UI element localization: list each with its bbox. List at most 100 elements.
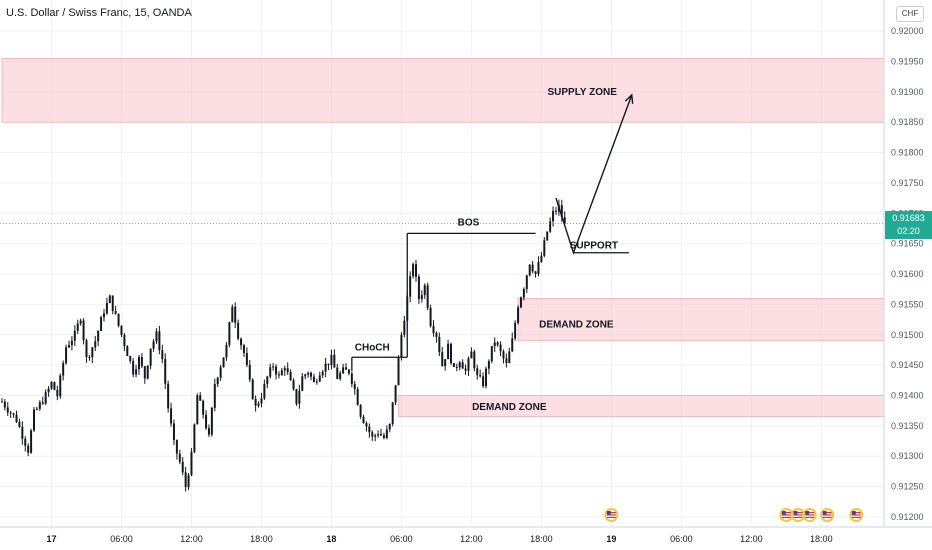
candle-body bbox=[41, 402, 44, 404]
candle-body bbox=[155, 331, 158, 342]
y-tick-label: 0.91250 bbox=[891, 482, 924, 492]
candle-body bbox=[164, 359, 167, 384]
us-flag-event-icon[interactable] bbox=[849, 508, 864, 522]
x-tick-label: 18 bbox=[326, 534, 336, 544]
candle-body bbox=[505, 358, 508, 364]
candle-body bbox=[455, 366, 458, 368]
y-tick-label: 0.91800 bbox=[891, 148, 924, 158]
candle-body bbox=[108, 295, 111, 304]
candle-body bbox=[234, 306, 237, 323]
y-tick-label: 0.91600 bbox=[891, 269, 924, 279]
candle-body bbox=[382, 435, 385, 439]
candle-body bbox=[70, 340, 73, 346]
candle-body bbox=[24, 438, 27, 446]
candle-body bbox=[6, 407, 9, 413]
candle-body bbox=[79, 320, 82, 324]
candle-body bbox=[514, 322, 517, 339]
candle-body bbox=[412, 264, 415, 277]
chart-title: U.S. Dollar / Swiss Franc, 15, OANDA bbox=[6, 7, 192, 19]
candle-body bbox=[3, 401, 6, 408]
candle-body bbox=[94, 341, 97, 348]
candle-body bbox=[196, 395, 199, 425]
last-price-badge: 0.91683 02:20 bbox=[885, 211, 932, 239]
candle-body bbox=[111, 295, 114, 311]
candle-body bbox=[35, 408, 38, 410]
candle-body bbox=[435, 332, 438, 337]
candle-body bbox=[21, 426, 24, 439]
currency-unit-button[interactable]: CHF bbox=[896, 6, 924, 22]
candle-body bbox=[324, 363, 327, 372]
candle-body bbox=[487, 361, 490, 369]
candle-body bbox=[275, 366, 278, 375]
candle-body bbox=[552, 210, 555, 222]
candle-body bbox=[292, 380, 295, 390]
candle-body bbox=[53, 382, 56, 390]
candle-body bbox=[15, 414, 18, 423]
zone-rect bbox=[517, 298, 885, 342]
candle-body bbox=[371, 432, 374, 437]
candle-body bbox=[295, 389, 298, 404]
x-tick-label: 17 bbox=[46, 534, 56, 544]
zone-label: SUPPLY ZONE bbox=[547, 87, 617, 98]
candle-body bbox=[417, 276, 420, 300]
annotation-label: CHoCH bbox=[355, 343, 390, 354]
candle-body bbox=[85, 340, 88, 358]
candle-body bbox=[394, 385, 397, 403]
candle-body bbox=[73, 330, 76, 341]
candle-body bbox=[210, 407, 213, 435]
candle-body bbox=[175, 439, 178, 454]
candle-body bbox=[120, 325, 123, 335]
zone-label: DEMAND ZONE bbox=[472, 402, 547, 413]
annotation-label: SUPPORT bbox=[570, 241, 618, 252]
candle-body bbox=[152, 341, 155, 349]
candle-body bbox=[202, 400, 205, 415]
candle-body bbox=[181, 461, 184, 473]
candle-body bbox=[458, 362, 461, 368]
candle-body bbox=[9, 412, 12, 414]
candle-body bbox=[219, 367, 222, 378]
candle-body bbox=[12, 413, 15, 415]
candle-body bbox=[146, 365, 149, 379]
candle-body bbox=[365, 423, 368, 427]
candle-body bbox=[240, 338, 243, 346]
candle-body bbox=[473, 351, 476, 369]
candle-body bbox=[65, 347, 68, 364]
candle-body bbox=[496, 342, 499, 345]
candle-body bbox=[167, 383, 170, 409]
candle-body bbox=[409, 276, 412, 297]
candle-body bbox=[385, 429, 388, 439]
candle-body bbox=[342, 367, 345, 374]
candle-body bbox=[91, 347, 94, 358]
candle-body bbox=[511, 338, 514, 352]
us-flag-event-icon[interactable] bbox=[820, 508, 835, 522]
candle-body bbox=[345, 367, 348, 370]
candle-body bbox=[318, 375, 321, 382]
candle-body bbox=[447, 343, 450, 360]
candle-body bbox=[350, 373, 353, 385]
candle-body bbox=[228, 322, 231, 345]
candle-body bbox=[391, 402, 394, 424]
candle-body bbox=[400, 334, 403, 358]
us-flag-event-icon[interactable] bbox=[779, 508, 794, 522]
candle-body bbox=[368, 426, 371, 433]
candle-body bbox=[27, 445, 30, 453]
candle-body bbox=[531, 264, 534, 272]
candle-body bbox=[158, 331, 161, 351]
candle-body bbox=[476, 368, 479, 376]
candle-body bbox=[126, 346, 129, 357]
us-flag-event-icon[interactable] bbox=[802, 508, 817, 522]
y-tick-label: 0.91350 bbox=[891, 421, 924, 431]
candle-body bbox=[362, 416, 365, 424]
candle-body bbox=[423, 285, 426, 296]
candle-body bbox=[517, 307, 520, 323]
x-tick-label: 12:00 bbox=[740, 534, 763, 544]
candle-body bbox=[333, 354, 336, 368]
candle-body bbox=[525, 275, 528, 290]
candle-body bbox=[441, 352, 444, 367]
us-flag-event-icon[interactable] bbox=[790, 508, 805, 522]
us-flag-event-icon[interactable] bbox=[604, 508, 619, 522]
x-tick-label: 06:00 bbox=[670, 534, 693, 544]
candle-body bbox=[205, 414, 208, 429]
candle-body bbox=[143, 366, 146, 379]
